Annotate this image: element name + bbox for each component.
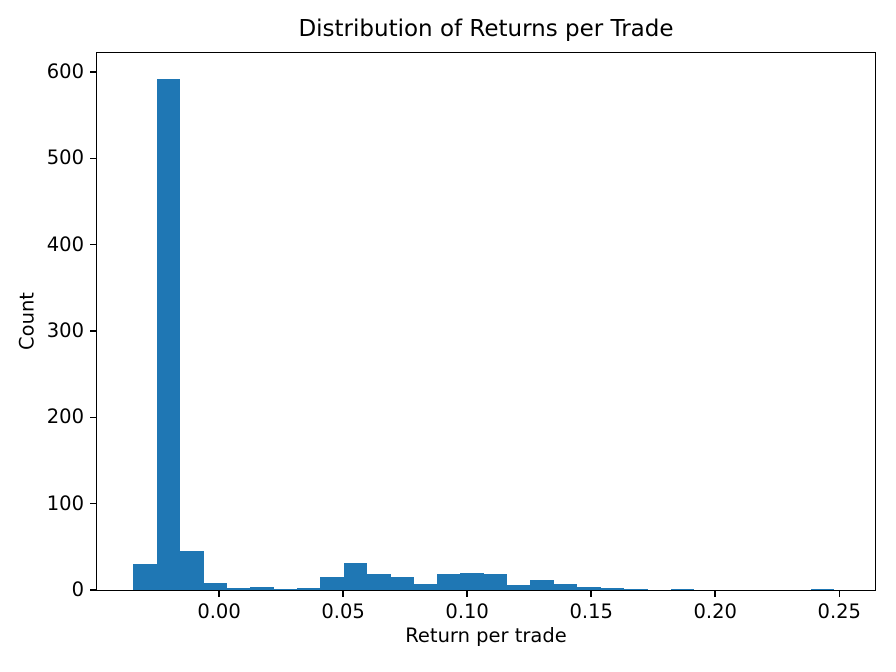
y-axis-tick-label: 0 bbox=[71, 578, 84, 601]
y-axis-tick bbox=[90, 157, 97, 160]
x-axis-tick bbox=[342, 590, 344, 597]
histogram-bar bbox=[437, 574, 461, 590]
x-axis-tick bbox=[218, 590, 220, 597]
histogram-bar bbox=[670, 589, 695, 590]
histogram-bar bbox=[250, 586, 274, 590]
histogram-bar bbox=[320, 577, 344, 590]
histogram-bar bbox=[390, 577, 414, 590]
chart-title: Distribution of Returns per Trade bbox=[298, 16, 674, 42]
y-axis-tick-label: 100 bbox=[46, 491, 84, 515]
histogram-bar bbox=[553, 583, 578, 590]
y-axis-label: Count bbox=[15, 292, 39, 350]
plot-area bbox=[97, 53, 875, 590]
y-axis-tick bbox=[90, 416, 97, 419]
histogram-bar bbox=[600, 588, 625, 590]
histogram-bar bbox=[180, 551, 204, 590]
y-axis-tick bbox=[90, 71, 97, 73]
histogram-bar bbox=[343, 563, 368, 590]
histogram-bar bbox=[460, 572, 485, 590]
histogram-bar bbox=[623, 589, 648, 590]
histogram-bar bbox=[226, 588, 251, 590]
x-axis-tick-label: 0.25 bbox=[817, 600, 861, 623]
y-axis-tick bbox=[90, 502, 97, 505]
x-axis-tick-label: 0.05 bbox=[321, 600, 365, 623]
histogram-bar bbox=[366, 573, 391, 590]
x-axis-tick bbox=[714, 590, 716, 597]
histogram-bar bbox=[133, 564, 158, 590]
histogram-bar bbox=[507, 584, 531, 590]
histogram-bar bbox=[156, 78, 181, 590]
histogram-bar bbox=[577, 587, 601, 590]
x-axis-tick bbox=[590, 590, 592, 597]
y-axis-tick-label: 500 bbox=[46, 146, 84, 170]
histogram-bar bbox=[413, 583, 438, 590]
histogram-bar bbox=[296, 588, 321, 590]
y-axis-tick-label: 200 bbox=[46, 405, 84, 429]
y-axis-tick-label: 400 bbox=[46, 232, 84, 256]
y-axis-tick-label: 600 bbox=[46, 59, 84, 83]
x-axis-label: Return per trade bbox=[405, 624, 567, 647]
x-axis-tick bbox=[838, 590, 841, 597]
y-axis-tick bbox=[90, 330, 97, 332]
histogram-bar bbox=[530, 579, 555, 590]
histogram-bar bbox=[273, 589, 298, 590]
x-axis-tick-label: 0.20 bbox=[693, 600, 737, 623]
x-axis-tick-label: 0.00 bbox=[197, 600, 241, 623]
x-axis-tick bbox=[466, 590, 468, 597]
histogram-bar bbox=[203, 583, 228, 590]
y-axis-tick bbox=[90, 243, 97, 246]
y-axis-tick bbox=[90, 589, 97, 591]
x-axis-tick-label: 0.15 bbox=[569, 600, 613, 623]
histogram-bar bbox=[483, 573, 508, 590]
histogram-bar bbox=[810, 589, 835, 590]
x-axis-tick-label: 0.10 bbox=[445, 600, 489, 623]
y-axis-tick-label: 300 bbox=[46, 319, 84, 342]
